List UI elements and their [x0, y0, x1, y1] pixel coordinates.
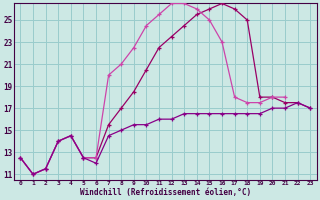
X-axis label: Windchill (Refroidissement éolien,°C): Windchill (Refroidissement éolien,°C) [80, 188, 251, 197]
